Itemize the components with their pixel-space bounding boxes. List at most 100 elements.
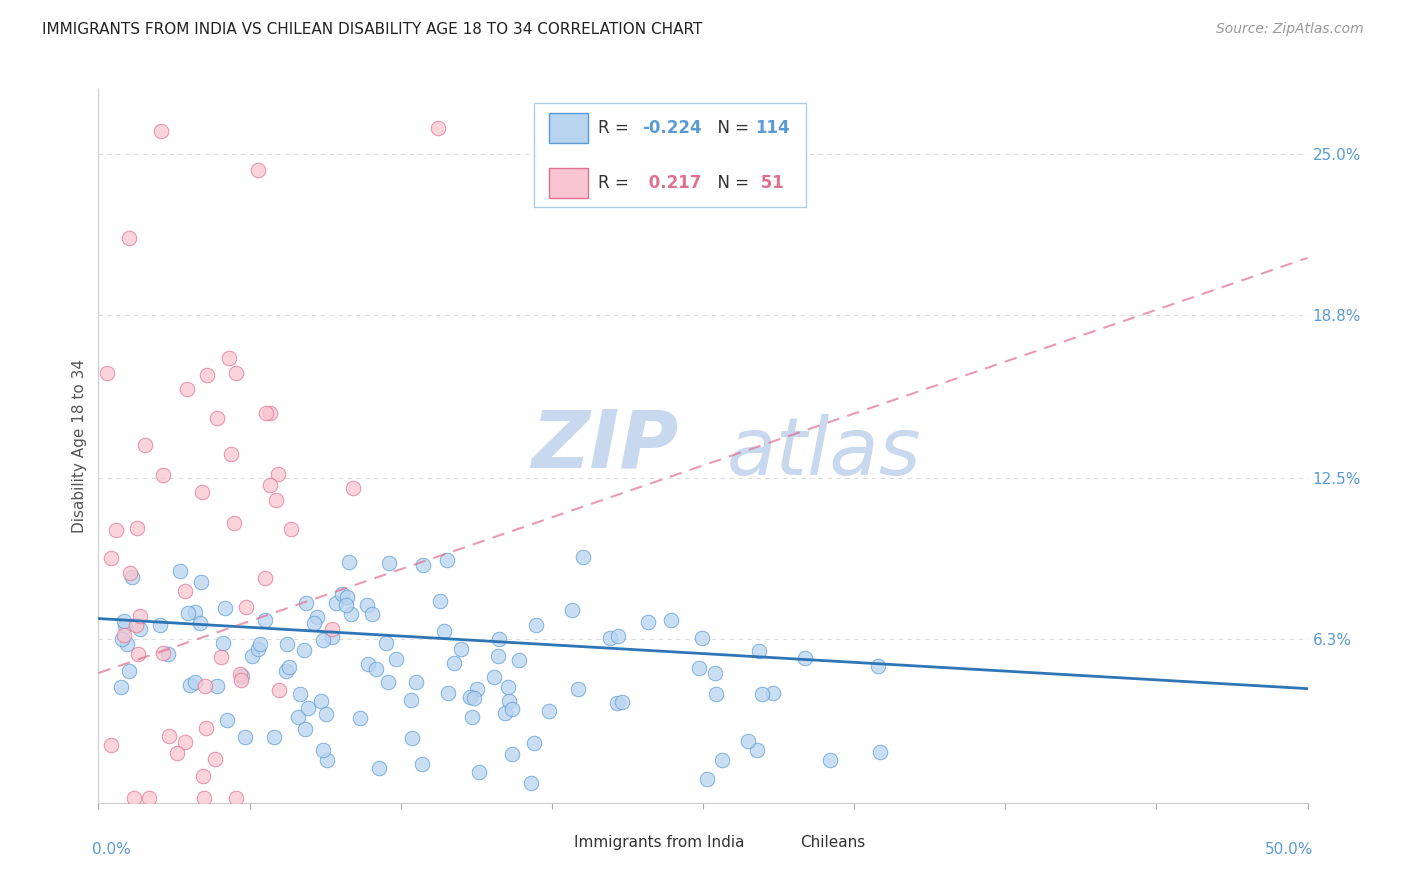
Point: [231, 673, 253, 687]
Point: [294, 722, 316, 736]
Point: [224, 516, 246, 531]
Point: [190, 575, 212, 590]
Point: [118, 231, 141, 245]
Point: [235, 600, 257, 615]
Point: [209, 650, 232, 665]
Text: Immigrants from India: Immigrants from India: [574, 835, 744, 850]
Point: [156, 647, 179, 661]
Point: [437, 685, 460, 699]
Point: [191, 485, 214, 500]
FancyBboxPatch shape: [534, 103, 806, 207]
Point: [762, 686, 785, 700]
Point: [247, 162, 270, 177]
Point: [321, 630, 343, 644]
Point: [205, 410, 228, 425]
Point: [401, 731, 423, 745]
Point: [357, 657, 380, 671]
Point: [443, 656, 465, 670]
Point: [339, 555, 361, 569]
Point: [193, 790, 215, 805]
Point: [104, 523, 127, 537]
Point: [461, 709, 484, 723]
Point: [463, 691, 485, 706]
Point: [450, 642, 472, 657]
FancyBboxPatch shape: [550, 112, 588, 143]
Point: [121, 570, 143, 584]
Point: [157, 729, 180, 743]
Text: ZIP: ZIP: [531, 407, 679, 485]
Point: [561, 603, 583, 617]
Point: [214, 601, 236, 615]
Point: [215, 713, 238, 727]
Point: [793, 651, 815, 665]
Text: IMMIGRANTS FROM INDIA VS CHILEAN DISABILITY AGE 18 TO 34 CORRELATION CHART: IMMIGRANTS FROM INDIA VS CHILEAN DISABIL…: [42, 22, 703, 37]
Point: [297, 700, 319, 714]
Point: [242, 649, 264, 664]
Point: [737, 734, 759, 748]
Point: [205, 679, 228, 693]
Text: 50.0%: 50.0%: [1265, 842, 1313, 857]
Point: [377, 674, 399, 689]
Point: [280, 522, 302, 536]
Point: [231, 669, 253, 683]
Point: [751, 687, 773, 701]
Point: [190, 615, 212, 630]
Point: [366, 662, 388, 676]
Point: [468, 764, 491, 779]
Point: [375, 636, 398, 650]
Point: [537, 704, 560, 718]
Point: [176, 606, 198, 620]
Point: [342, 481, 364, 495]
Point: [321, 622, 343, 636]
Point: [127, 647, 149, 661]
Point: [218, 351, 240, 366]
Point: [138, 790, 160, 805]
Point: [411, 757, 433, 772]
Text: 0.217: 0.217: [643, 174, 702, 192]
Point: [195, 368, 218, 382]
Point: [118, 665, 141, 679]
Point: [276, 637, 298, 651]
Point: [302, 615, 325, 630]
Point: [122, 790, 145, 805]
Point: [176, 383, 198, 397]
Point: [637, 615, 659, 630]
Point: [100, 739, 122, 753]
FancyBboxPatch shape: [537, 831, 569, 855]
Point: [312, 632, 335, 647]
Point: [191, 768, 214, 782]
Point: [110, 680, 132, 694]
Point: [229, 666, 252, 681]
Point: [114, 618, 136, 632]
Point: [129, 622, 152, 636]
Point: [129, 608, 152, 623]
Point: [96, 366, 118, 380]
Point: [295, 596, 318, 610]
Point: [432, 624, 454, 638]
Point: [212, 636, 235, 650]
Point: [174, 735, 197, 749]
Point: [134, 437, 156, 451]
Point: [690, 631, 713, 645]
Text: 114: 114: [755, 119, 790, 136]
Point: [747, 643, 769, 657]
Point: [498, 694, 520, 708]
Point: [361, 607, 384, 621]
Point: [336, 591, 359, 605]
Point: [325, 596, 347, 610]
Point: [484, 670, 506, 684]
Point: [194, 679, 217, 693]
Point: [436, 553, 458, 567]
Point: [340, 607, 363, 622]
Point: [149, 618, 172, 632]
Point: [429, 594, 451, 608]
Point: [204, 752, 226, 766]
Point: [494, 706, 516, 720]
Point: [225, 366, 247, 380]
Point: [572, 549, 595, 564]
Point: [349, 711, 371, 725]
Point: [112, 627, 135, 641]
Point: [465, 682, 488, 697]
Text: 51: 51: [755, 174, 783, 192]
Point: [149, 124, 172, 138]
